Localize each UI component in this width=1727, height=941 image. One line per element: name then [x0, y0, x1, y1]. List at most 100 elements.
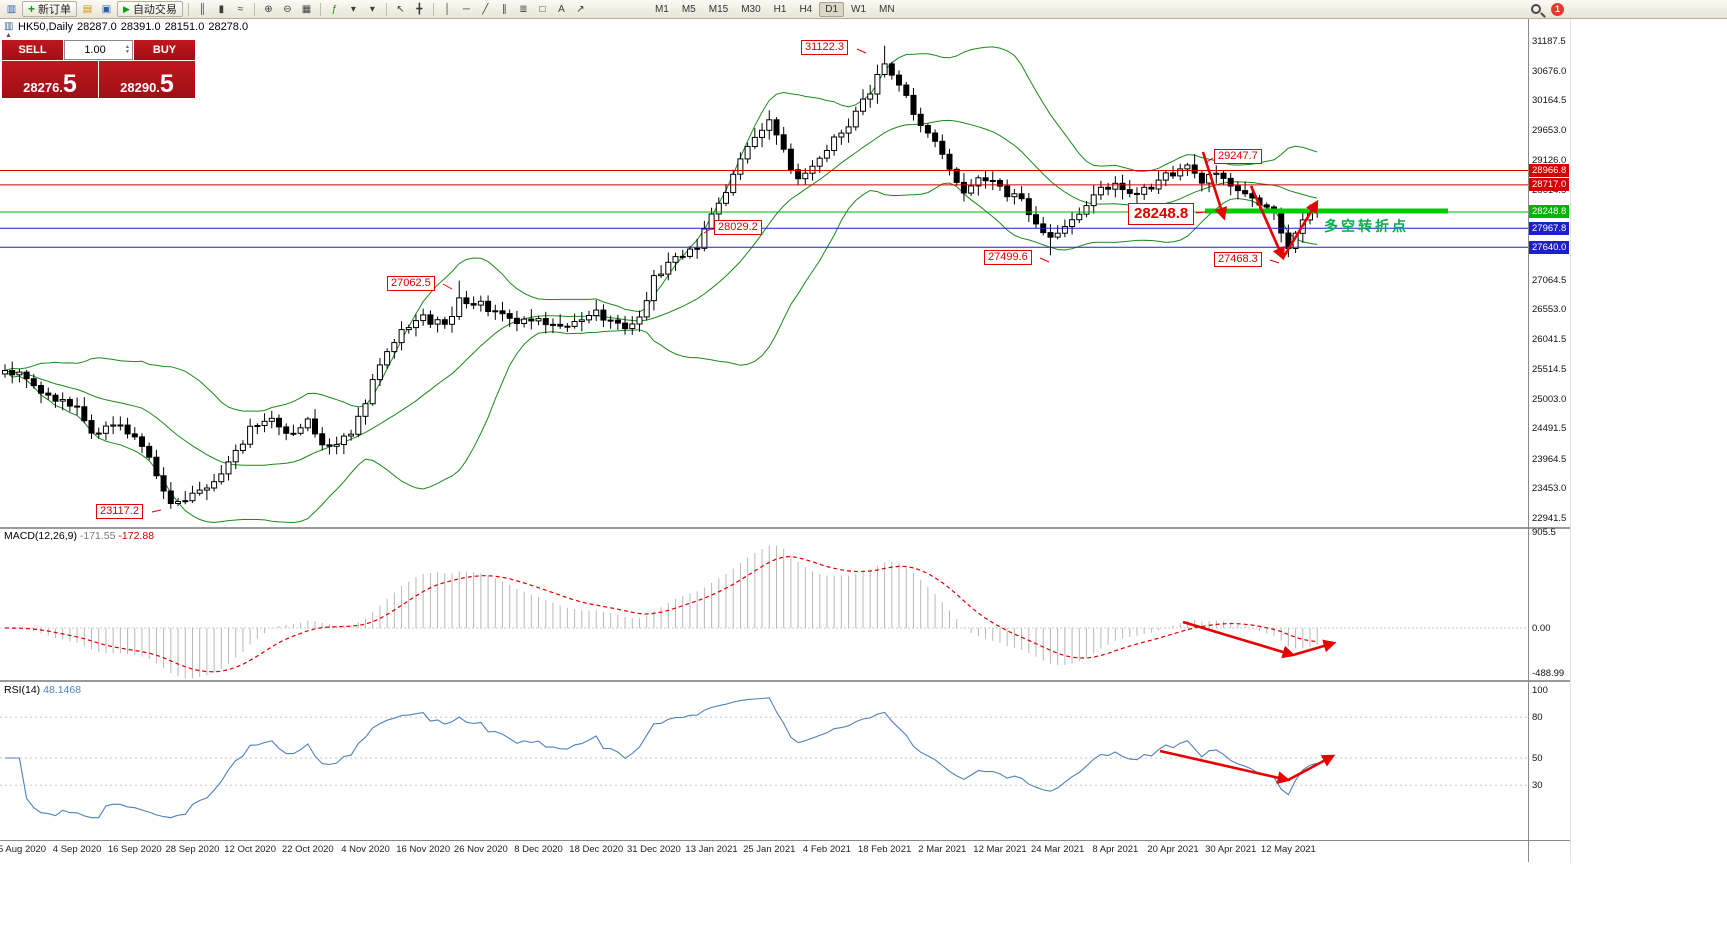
- candle: [117, 424, 124, 427]
- candle: [1126, 189, 1133, 194]
- navigator-icon[interactable]: ▣: [101, 3, 112, 15]
- tile-windows-icon[interactable]: ▦: [301, 3, 312, 15]
- trendline-icon[interactable]: ╱: [482, 3, 489, 15]
- timeframe-m30[interactable]: M30: [735, 2, 766, 17]
- zoom-in-icon[interactable]: ⊕: [264, 3, 273, 15]
- timeframe-m1[interactable]: M1: [649, 2, 675, 17]
- bollinger-band: [4, 46, 1318, 412]
- sell-price[interactable]: 28276. 5: [2, 61, 98, 98]
- timeframe-mn[interactable]: MN: [873, 2, 901, 17]
- line-chart-icon[interactable]: ≈: [237, 3, 244, 15]
- candle: [441, 319, 448, 325]
- arrow-tool-icon[interactable]: ↗: [576, 3, 585, 15]
- new-order-button[interactable]: + 新订单: [22, 1, 78, 17]
- macd-signal-line: [4, 555, 1318, 673]
- macd-label: MACD(12,26,9) -171.55 -172.88: [4, 530, 154, 542]
- candle-chart-icon[interactable]: ▮: [218, 3, 225, 15]
- periods-dropdown-icon[interactable]: ▾: [369, 3, 375, 15]
- panel-splitter[interactable]: [0, 680, 1570, 682]
- candle: [737, 158, 744, 175]
- timeframe-m5[interactable]: M5: [676, 2, 702, 17]
- rsi-axis-label: 50: [1532, 753, 1543, 764]
- indicators-icon[interactable]: ƒ: [331, 3, 338, 15]
- candle: [102, 425, 109, 434]
- candle: [1184, 164, 1191, 170]
- candle: [413, 320, 419, 329]
- toolbar-separator: [253, 2, 255, 16]
- price-axis-tag: 27967.8: [1529, 221, 1570, 235]
- candle: [1097, 186, 1104, 196]
- volume-value: 1.00: [84, 44, 106, 56]
- volume-input[interactable]: 1.00 ▲ ▼: [64, 40, 133, 60]
- date-axis-label: 31 Dec 2020: [626, 844, 681, 855]
- candle: [723, 192, 729, 204]
- candle: [1278, 209, 1285, 234]
- candle: [211, 481, 218, 489]
- candle: [809, 165, 816, 174]
- main-chart[interactable]: [0, 18, 1528, 527]
- price-axis-tick: 26553.0: [1532, 304, 1567, 316]
- date-axis-label: 16 Sep 2020: [107, 844, 162, 855]
- volume-up-icon[interactable]: ▲: [125, 44, 130, 50]
- candle: [787, 148, 794, 171]
- candle: [218, 473, 225, 483]
- candle: [485, 300, 492, 312]
- macd-panel[interactable]: [0, 529, 1528, 680]
- candle: [715, 202, 722, 215]
- volume-down-icon[interactable]: ▼: [125, 49, 130, 55]
- zoom-out-icon[interactable]: ⊖: [283, 3, 292, 15]
- collapse-trade-panel-icon[interactable]: ▲: [5, 32, 12, 39]
- candle: [1054, 232, 1061, 238]
- fibonacci-icon[interactable]: ≣: [519, 3, 528, 15]
- candle: [1112, 182, 1119, 190]
- panel-splitter[interactable]: [0, 527, 1570, 529]
- new-chart-icon[interactable]: ▥: [6, 3, 17, 15]
- timeframe-w1[interactable]: W1: [845, 2, 872, 17]
- annotation-text: 多空转折点: [1324, 218, 1409, 234]
- timeframe-group: M1 M5 M15 M30 H1 H4 D1 W1 MN: [649, 1, 901, 17]
- indicators-dropdown-icon[interactable]: ▾: [350, 3, 356, 15]
- price-axis-tick: 25514.5: [1532, 364, 1567, 376]
- candle: [593, 309, 600, 317]
- notification-badge[interactable]: 1: [1551, 2, 1564, 16]
- timeframe-h1[interactable]: H1: [768, 2, 793, 17]
- date-axis-label: 28 Sep 2020: [165, 844, 220, 855]
- date-axis-border[interactable]: [0, 840, 1570, 841]
- price-axis-tick: 30164.5: [1532, 95, 1567, 107]
- candle: [362, 403, 369, 417]
- chart-window-edge: [1570, 18, 1571, 863]
- rsi-panel[interactable]: [0, 682, 1528, 840]
- candle: [888, 63, 895, 76]
- candle: [629, 323, 636, 330]
- candle: [261, 420, 268, 426]
- candle: [1090, 194, 1097, 207]
- price-axis-border[interactable]: [1528, 18, 1529, 862]
- candle: [1292, 232, 1299, 249]
- candle: [283, 426, 290, 434]
- ohlc-header: HK50,Daily 28287.0 28391.0 28151.0 28278.0: [18, 21, 252, 33]
- horizontal-line-icon[interactable]: ─: [462, 3, 470, 15]
- candle: [1119, 182, 1126, 191]
- buy-button[interactable]: BUY: [134, 40, 195, 60]
- candle: [254, 425, 261, 427]
- price-axis-tick: 30676.0: [1532, 65, 1567, 77]
- text-tool-icon[interactable]: A: [558, 3, 565, 15]
- vertical-line-icon[interactable]: │: [444, 3, 451, 15]
- sell-button[interactable]: SELL: [2, 40, 63, 60]
- candle: [66, 399, 73, 407]
- search-icon[interactable]: [1531, 4, 1541, 14]
- timeframe-d1[interactable]: D1: [819, 1, 845, 17]
- buy-price[interactable]: 28290. 5: [99, 61, 195, 98]
- channel-icon[interactable]: ∥: [501, 3, 507, 15]
- market-watch-icon[interactable]: ▤: [82, 3, 93, 15]
- candle: [600, 309, 607, 321]
- auto-trading-button[interactable]: ▶ 自动交易: [117, 1, 183, 17]
- timeframe-m15[interactable]: M15: [703, 2, 734, 17]
- shapes-icon[interactable]: □: [539, 3, 546, 15]
- date-axis-label: 25 Aug 2020: [0, 844, 47, 855]
- timeframe-h4[interactable]: H4: [793, 2, 818, 17]
- bar-chart-icon[interactable]: ║: [198, 3, 206, 15]
- price-axis-tick: 24491.5: [1532, 423, 1567, 435]
- crosshair-icon[interactable]: ╋: [416, 3, 423, 15]
- cursor-icon[interactable]: ↖: [396, 3, 405, 15]
